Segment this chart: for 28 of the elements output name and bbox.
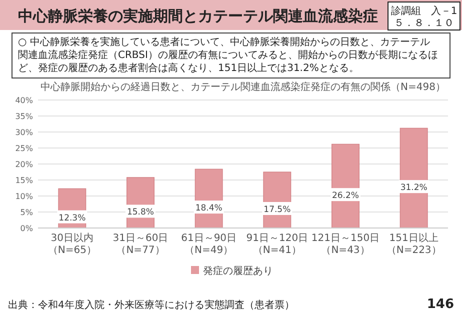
text: 17.5% (264, 205, 291, 215)
text: 18.4% (195, 204, 222, 214)
chart-subtitle: 中心静脈開始からの経過日数と、カテーテル関連血流感染症発症の有無の関係（N=498） (40, 81, 446, 93)
y-tick-label: 10% (15, 192, 34, 201)
y-tick-label: 0% (20, 224, 34, 233)
source-note: 出典：令和4年度入院・外来医療等における実態調査（患者票） (8, 299, 294, 311)
text: 12.3% (58, 213, 86, 224)
x-tick-label: 91日～120日（N=41） (246, 233, 308, 256)
x-tick-label: 31日～60日（N=77） (112, 233, 168, 256)
x-tick-label: 121日～150日（N=43） (311, 233, 380, 256)
chart-title: 中心静脈栄養の実施期間とカテーテル関連血流感染症 (18, 7, 378, 25)
y-tick-label: 5% (20, 208, 34, 217)
y-tick-label: 20% (15, 160, 34, 169)
y-tick-label: 35% (15, 112, 34, 121)
x-tick-label: 30日以内（N=65） (48, 232, 96, 256)
text: 15.8% (126, 208, 154, 218)
x-tick-label: 61日～90日（N=49） (181, 233, 237, 256)
y-tick-label: 15% (15, 176, 34, 185)
text: 146 (426, 297, 454, 312)
y-tick-label: 40% (15, 96, 34, 105)
text: 26.2% (332, 191, 360, 202)
y-tick-label: 25% (15, 144, 34, 153)
legend-label: 発症の履歴あり (203, 265, 273, 277)
x-tick-label: 151日以上（N=223） (386, 232, 442, 256)
text: ○ 中心静脈栄養を実施している患者について、中心静脈栄養開始からの日数と、カテーテル関連血流感染症発症（CRBSI）の履歴の有無についてみると、開始からの日数が長期になるほど、発症の履歴のある患者割合は高くなり、151日以上では31.2%となる。 (18, 36, 438, 74)
y-tick-label: 30% (15, 128, 34, 137)
text: 31.2% (400, 183, 428, 194)
text: 診調組 入－1 ５．８．１０ (390, 5, 458, 29)
